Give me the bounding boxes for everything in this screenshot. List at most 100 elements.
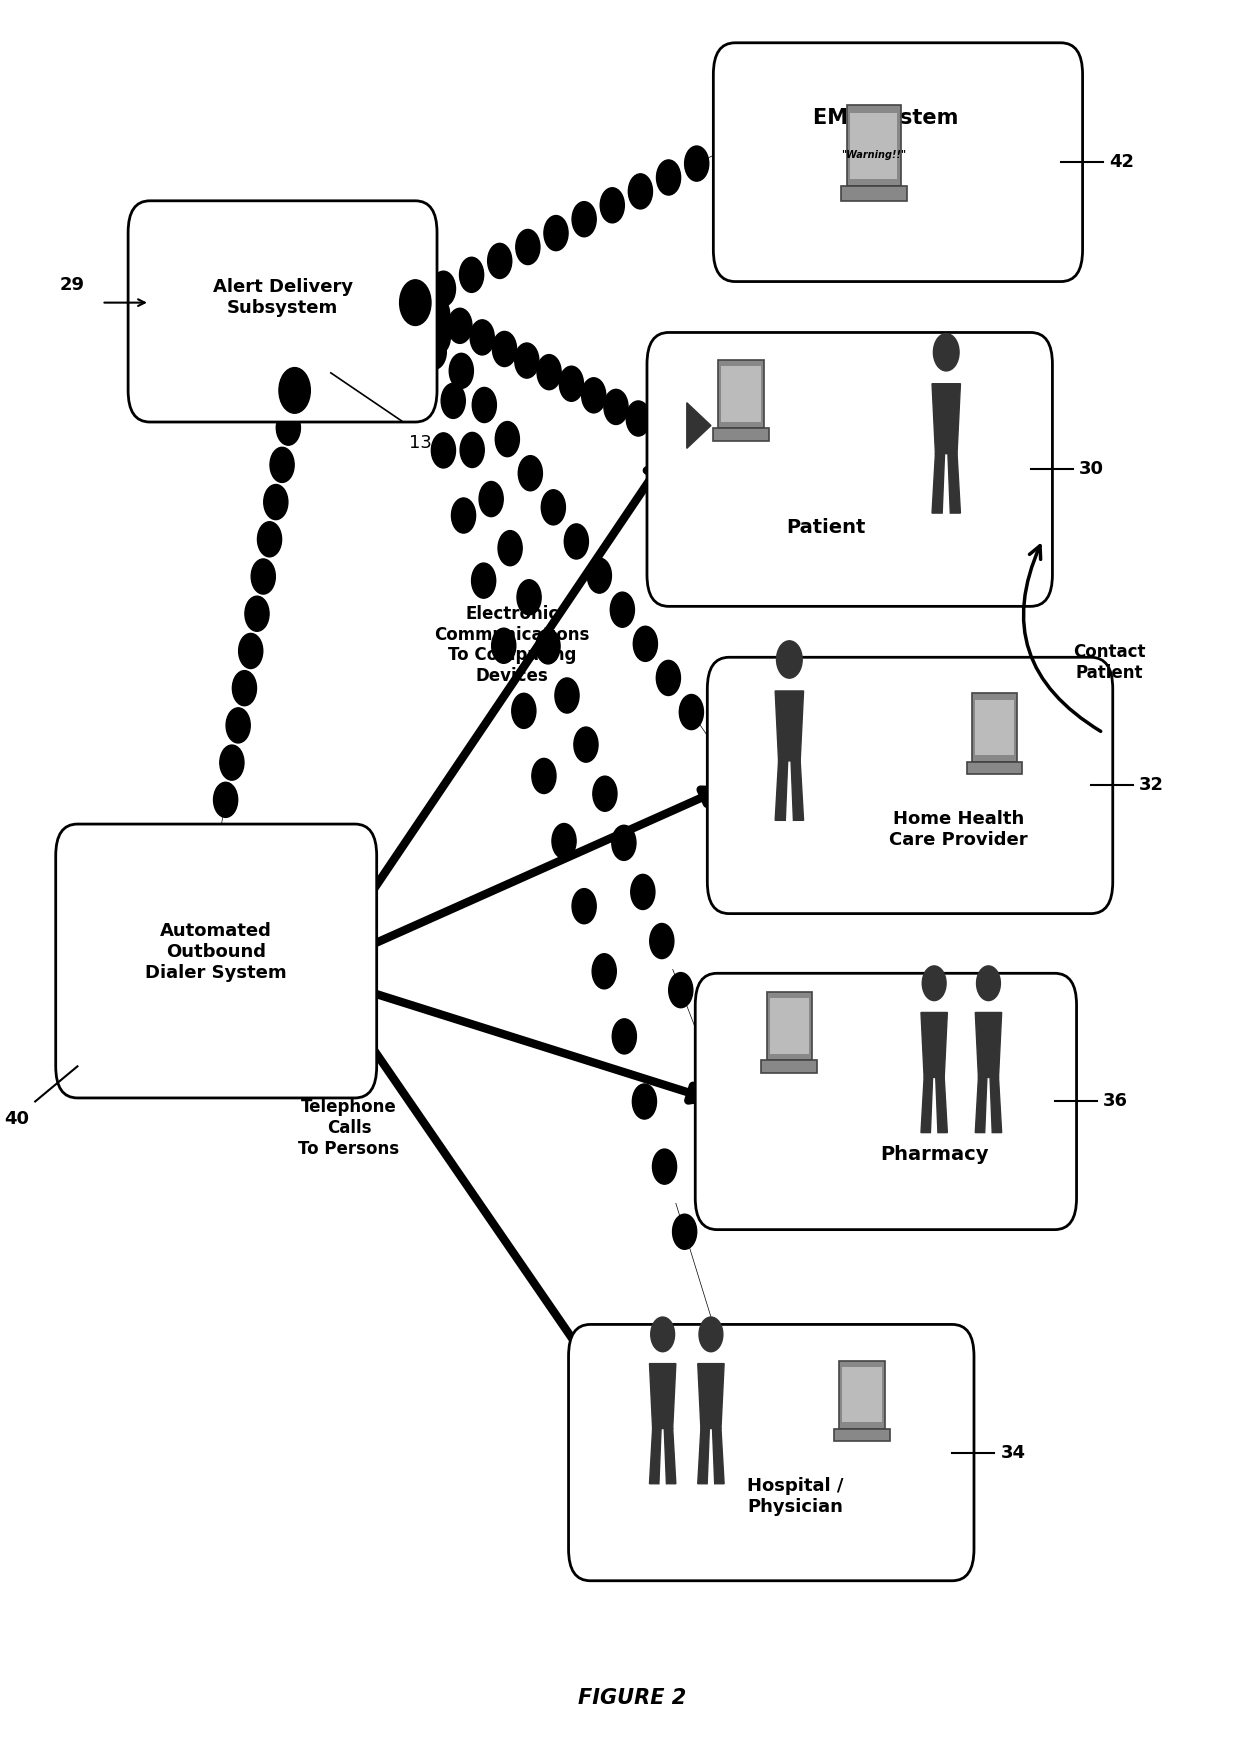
Circle shape <box>517 580 541 616</box>
Circle shape <box>432 272 455 307</box>
Text: 29: 29 <box>60 277 84 295</box>
Circle shape <box>559 367 584 400</box>
Text: Home Health
Care Provider: Home Health Care Provider <box>889 810 1028 848</box>
Circle shape <box>492 628 516 663</box>
FancyBboxPatch shape <box>647 332 1053 607</box>
Text: EMR System: EMR System <box>813 108 959 129</box>
Polygon shape <box>990 1078 1002 1132</box>
Circle shape <box>518 455 542 490</box>
Text: 32: 32 <box>1140 776 1164 794</box>
Circle shape <box>610 593 635 628</box>
Circle shape <box>238 633 263 669</box>
Text: FIGURE 2: FIGURE 2 <box>578 1688 687 1708</box>
Circle shape <box>536 628 560 663</box>
Circle shape <box>556 677 579 713</box>
Circle shape <box>479 482 503 517</box>
Circle shape <box>252 559 275 594</box>
Polygon shape <box>698 1364 724 1429</box>
Circle shape <box>515 342 539 377</box>
Circle shape <box>232 670 257 706</box>
Circle shape <box>449 353 474 388</box>
Circle shape <box>432 432 455 467</box>
Circle shape <box>923 967 946 1000</box>
Polygon shape <box>650 1429 661 1484</box>
Bar <box>833 1429 889 1441</box>
Circle shape <box>574 727 598 762</box>
Circle shape <box>552 824 577 859</box>
Circle shape <box>582 377 606 413</box>
Circle shape <box>403 286 428 321</box>
Text: 13: 13 <box>409 434 433 452</box>
Circle shape <box>270 448 294 482</box>
Polygon shape <box>921 1013 947 1078</box>
FancyBboxPatch shape <box>56 824 377 1097</box>
Circle shape <box>495 422 520 457</box>
Circle shape <box>593 954 616 990</box>
Circle shape <box>277 409 300 445</box>
Circle shape <box>512 693 536 729</box>
Text: Automated
Outbound
Dialer System: Automated Outbound Dialer System <box>145 923 286 983</box>
Bar <box>851 113 898 178</box>
Circle shape <box>588 557 611 593</box>
Circle shape <box>593 776 618 811</box>
Text: 40: 40 <box>4 1110 30 1129</box>
Polygon shape <box>775 691 804 760</box>
Bar <box>847 106 901 187</box>
Text: Telephone
Calls
To Persons: Telephone Calls To Persons <box>299 1097 399 1157</box>
Circle shape <box>213 781 238 817</box>
Bar <box>967 762 1022 774</box>
Polygon shape <box>713 1429 724 1484</box>
Circle shape <box>600 187 625 222</box>
Circle shape <box>399 280 432 325</box>
Circle shape <box>532 759 556 794</box>
Bar <box>713 429 769 441</box>
Bar <box>972 693 1017 762</box>
Circle shape <box>934 333 959 370</box>
Circle shape <box>471 563 496 598</box>
Polygon shape <box>775 760 787 820</box>
Text: Hospital /
Physician: Hospital / Physician <box>748 1476 843 1515</box>
Circle shape <box>472 388 496 423</box>
Circle shape <box>425 296 450 332</box>
Circle shape <box>264 485 288 520</box>
Circle shape <box>448 309 472 344</box>
Polygon shape <box>936 1078 947 1132</box>
Circle shape <box>699 1318 723 1351</box>
Bar <box>839 1360 884 1429</box>
Polygon shape <box>976 1013 1002 1078</box>
Bar <box>770 998 810 1053</box>
Circle shape <box>656 660 681 695</box>
Bar <box>766 991 812 1060</box>
Circle shape <box>544 215 568 250</box>
Circle shape <box>403 286 428 321</box>
Circle shape <box>651 1318 675 1351</box>
Circle shape <box>516 229 539 265</box>
Circle shape <box>613 1020 636 1053</box>
Text: Contact
Patient: Contact Patient <box>1073 644 1146 683</box>
Polygon shape <box>665 1429 676 1484</box>
Text: "Warning!!": "Warning!!" <box>841 150 906 161</box>
Circle shape <box>441 383 465 418</box>
Circle shape <box>564 524 589 559</box>
Circle shape <box>776 640 802 677</box>
Bar <box>841 187 906 201</box>
Circle shape <box>652 1148 677 1184</box>
Text: Patient: Patient <box>786 519 866 536</box>
Circle shape <box>451 497 476 533</box>
Circle shape <box>668 972 693 1007</box>
Polygon shape <box>976 1078 987 1132</box>
Circle shape <box>684 146 709 182</box>
Circle shape <box>634 626 657 662</box>
Polygon shape <box>932 453 945 513</box>
Bar <box>718 360 764 429</box>
FancyBboxPatch shape <box>569 1325 973 1581</box>
FancyBboxPatch shape <box>713 42 1083 282</box>
Circle shape <box>650 924 673 958</box>
Polygon shape <box>791 760 804 820</box>
Bar <box>761 1060 817 1073</box>
Circle shape <box>391 303 415 337</box>
Circle shape <box>629 175 652 208</box>
Circle shape <box>412 367 435 402</box>
Polygon shape <box>921 1078 932 1132</box>
Text: 30: 30 <box>1079 460 1104 478</box>
